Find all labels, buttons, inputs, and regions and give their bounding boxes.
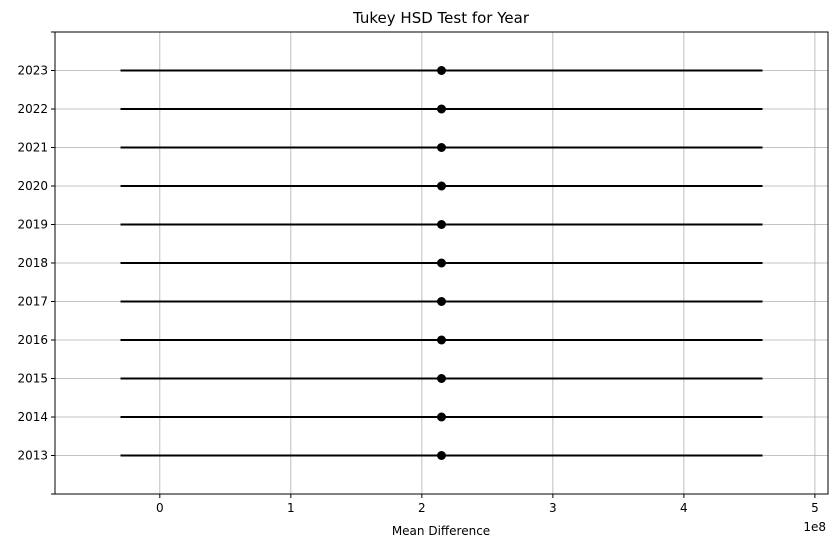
y-tick-label-2023: 2023 bbox=[17, 64, 48, 78]
mean-point-2018 bbox=[437, 258, 446, 268]
x-tick-label: 1 bbox=[287, 501, 295, 515]
y-axis-ticks: 2013 2014 2015 2016 2017 2018 2019 2020 2021 2022… bbox=[17, 31, 55, 495]
mean-point-2013 bbox=[437, 451, 446, 460]
y-tick-label-2020: 2020 bbox=[17, 179, 48, 193]
y-tick-label-2013: 2013 bbox=[17, 449, 48, 463]
y-tick-label-2014: 2014 bbox=[17, 410, 48, 424]
mean-point-2019 bbox=[437, 220, 446, 229]
x-axis-offset-label: 1e8 bbox=[803, 520, 826, 534]
mean-point-2016 bbox=[437, 335, 446, 345]
mean-point-2021 bbox=[437, 143, 446, 152]
x-tick-label: 0 bbox=[156, 501, 164, 515]
x-tick-label: 3 bbox=[549, 501, 557, 515]
x-tick-label: 2 bbox=[418, 501, 426, 515]
y-tick-label-2015: 2015 bbox=[17, 372, 48, 386]
interval-series bbox=[120, 66, 763, 460]
y-tick-label-2019: 2019 bbox=[17, 218, 48, 232]
mean-point-2023 bbox=[437, 66, 446, 75]
mean-point-2014 bbox=[437, 412, 446, 422]
x-axis-ticks: 0 1 2 3 4 5 bbox=[156, 494, 819, 515]
mean-point-2022 bbox=[437, 104, 446, 114]
mean-point-2015 bbox=[437, 374, 446, 383]
mean-point-2020 bbox=[437, 181, 446, 191]
y-tick-label-2017: 2017 bbox=[17, 295, 48, 309]
mean-point-2017 bbox=[437, 297, 446, 306]
chart-title: Tukey HSD Test for Year bbox=[352, 9, 530, 27]
y-tick-label-2022: 2022 bbox=[17, 102, 48, 116]
x-tick-label: 4 bbox=[680, 501, 688, 515]
y-tick-label-2018: 2018 bbox=[17, 256, 48, 270]
x-axis-label: Mean Difference bbox=[392, 524, 490, 538]
x-tick-label: 5 bbox=[811, 501, 819, 515]
y-tick-label-2021: 2021 bbox=[17, 141, 48, 155]
y-tick-label-2016: 2016 bbox=[17, 333, 48, 347]
